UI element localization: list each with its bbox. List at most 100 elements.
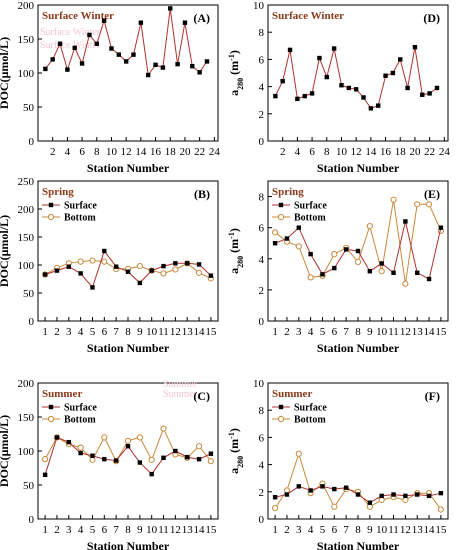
x-tick-label: 18 (395, 146, 407, 158)
data-point-bottom (402, 280, 409, 287)
data-point-surface (94, 41, 99, 46)
x-tick-label: 24 (439, 146, 451, 158)
data-point-bottom (148, 456, 155, 463)
data-point-surface (125, 444, 131, 449)
legend-entry: Bottom (64, 415, 96, 426)
x-tick-label: 7 (343, 524, 349, 536)
data-point-surface (78, 450, 83, 456)
data-point-surface (113, 458, 119, 463)
data-point-surface (284, 236, 290, 241)
data-point-surface (90, 285, 95, 290)
data-point-surface (196, 456, 202, 462)
legend-marker (278, 404, 284, 410)
data-point-surface (72, 45, 77, 51)
data-point-bottom (136, 434, 143, 441)
x-axis-label: Station Number (87, 161, 170, 175)
data-point-bottom (378, 268, 385, 275)
legend-entry: Bottom (294, 213, 326, 224)
season-label: Spring (272, 186, 304, 198)
y-tick-label: 6 (259, 223, 265, 235)
y-tick-label: 2 (259, 487, 265, 499)
data-point-surface (149, 268, 154, 273)
x-tick-label: 14 (194, 326, 206, 338)
y-axis-label: a280 (m-1) (227, 50, 245, 96)
data-point-bottom (295, 450, 302, 457)
data-point-surface (102, 456, 107, 462)
x-tick-label: 6 (79, 146, 85, 158)
y-tick-label: 200 (18, 0, 35, 12)
x-tick-label: 9 (367, 524, 373, 536)
x-tick-label: 1 (272, 326, 278, 338)
y-tick-label: 6 (259, 432, 265, 444)
y-tick-label: 6 (259, 54, 265, 66)
data-point-surface (190, 64, 195, 69)
data-point-surface (87, 32, 92, 38)
x-tick-label: 3 (66, 326, 72, 338)
data-point-surface (353, 87, 359, 92)
data-point-bottom (366, 223, 373, 230)
x-tick-label: 16 (380, 146, 392, 158)
data-point-bottom (89, 456, 96, 463)
data-point-surface (54, 268, 60, 273)
y-axis-label: DOC(μmol/L) (0, 415, 11, 487)
data-point-surface (376, 103, 381, 108)
panel-label: (B) (194, 187, 210, 201)
panel-label: (A) (193, 11, 210, 25)
x-tick-label: 15 (205, 524, 217, 536)
y-axis-label: a280 (m-1) (227, 228, 245, 274)
data-point-surface (296, 225, 301, 230)
x-tick-label: 8 (355, 326, 361, 338)
x-tick-label: 10 (376, 524, 388, 536)
data-point-surface (426, 276, 432, 282)
x-tick-label: 2 (54, 326, 60, 338)
data-point-surface (78, 271, 83, 276)
data-point-surface (427, 91, 432, 96)
data-point-surface (367, 269, 373, 274)
x-tick-label: 12 (121, 146, 132, 158)
data-point-bottom (283, 487, 291, 494)
x-tick-label: 1 (272, 524, 278, 536)
x-tick-label: 24 (209, 146, 221, 158)
x-tick-label: 5 (90, 524, 96, 536)
data-point-bottom (160, 270, 167, 277)
data-point-surface (317, 55, 322, 61)
data-point-surface (343, 247, 349, 252)
data-point-surface (42, 472, 48, 477)
panel-label: (E) (424, 187, 440, 201)
data-point-surface (339, 83, 344, 88)
data-point-surface (302, 93, 307, 99)
data-point-bottom (124, 437, 132, 444)
season-label: Spring (42, 186, 74, 198)
legend-entry: Surface (64, 403, 97, 414)
data-point-surface (160, 65, 166, 70)
x-tick-label: 7 (113, 326, 119, 338)
y-tick-label: 50 (23, 288, 35, 300)
x-tick-label: 6 (332, 326, 338, 338)
x-tick-label: 1 (42, 524, 48, 536)
y-tick-label: 50 (23, 102, 35, 114)
x-tick-label: 14 (365, 146, 377, 158)
x-tick-label: 15 (435, 326, 447, 338)
y-tick-label: 0 (259, 136, 265, 148)
x-tick-label: 4 (78, 524, 84, 536)
data-point-surface (390, 70, 396, 76)
data-point-bottom (272, 229, 279, 236)
data-point-bottom (101, 434, 108, 441)
data-point-surface (175, 61, 180, 67)
x-tick-label: 13 (412, 524, 424, 536)
x-tick-label: 4 (78, 326, 84, 338)
data-point-bottom (331, 251, 338, 258)
x-tick-label: 10 (376, 326, 388, 338)
x-axis-label: Station Number (317, 161, 400, 175)
data-point-surface (204, 59, 210, 64)
legend-marker (48, 404, 54, 410)
data-point-surface (137, 280, 143, 286)
data-point-surface (161, 263, 166, 269)
data-point-surface (308, 488, 313, 493)
data-point-surface (42, 272, 48, 277)
x-tick-label: 2 (284, 326, 290, 338)
data-point-surface (438, 225, 444, 230)
x-tick-label: 10 (146, 524, 158, 536)
x-tick-label: 9 (367, 326, 373, 338)
